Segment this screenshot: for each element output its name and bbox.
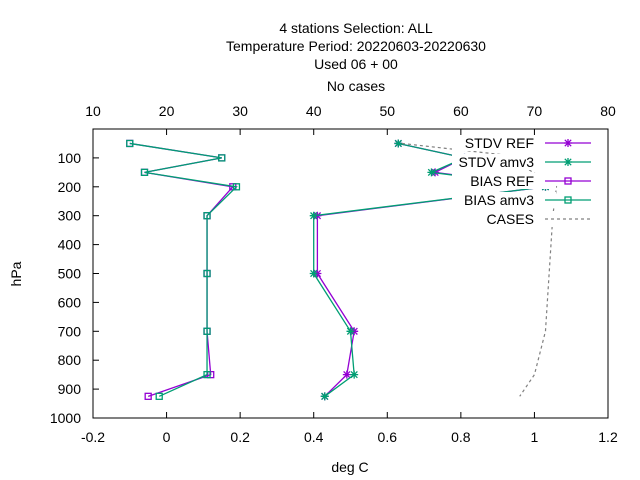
x-tick-label: 1.2 (598, 429, 618, 445)
legend-label: CASES (487, 211, 534, 227)
data-point (203, 269, 211, 278)
data-point (218, 154, 226, 162)
y-axis: 100 200 300 400 500 600 700 800 900 1000 (50, 150, 99, 426)
legend: STDV REF STDV amv3 BIAS REF BIAS amv3 CASES (452, 135, 591, 227)
x-tick-label: 1 (531, 429, 539, 445)
data-point (207, 370, 215, 379)
x-axis-bottom: -0.2 0 0.2 0.4 0.6 0.8 1 1.2 (81, 412, 618, 445)
y-tick-label: 100 (58, 150, 82, 166)
x-tick-label: 0 (163, 429, 171, 445)
series-bias-amv3 (126, 139, 241, 400)
y-tick-label: 400 (58, 237, 82, 253)
data-point (203, 327, 211, 335)
legend-marker (564, 196, 572, 204)
legend-marker (564, 177, 572, 185)
x2-tick-label: 10 (85, 103, 101, 119)
legend-item: CASES (452, 211, 591, 227)
series-line (129, 142, 238, 397)
legend-item: BIAS REF (452, 173, 591, 189)
x-axis-top: 10 20 30 40 50 60 70 80 (85, 103, 616, 135)
data-point (427, 168, 436, 177)
legend-label-bg (452, 154, 556, 170)
title-line-2: Temperature Period: 20220603-20220630 (226, 38, 486, 54)
data-point (203, 370, 211, 379)
legend-label: STDV amv3 (459, 154, 535, 170)
y-axis-label: hPa (8, 261, 24, 286)
data-point (140, 168, 149, 177)
series-cases (401, 142, 558, 397)
data-point (342, 370, 351, 379)
legend-label: BIAS amv3 (464, 192, 534, 208)
y-tick-label: 800 (58, 352, 82, 368)
series-line (401, 142, 558, 397)
data-point (203, 212, 211, 220)
chart-title: 4 stations Selection: ALL Temperature Pe… (226, 20, 486, 94)
x2-tick-label: 70 (527, 103, 543, 119)
y-tick-label: 900 (58, 381, 82, 397)
x-tick-label: 0.4 (304, 429, 324, 445)
data-point (346, 327, 355, 336)
x-tick-label: 0.8 (451, 429, 471, 445)
y-tick-label: 500 (58, 266, 82, 282)
legend-item: STDV amv3 (452, 154, 591, 170)
series-bias-ref (126, 139, 237, 400)
legend-item: STDV REF (452, 135, 591, 151)
x2-tick-label: 30 (232, 103, 248, 119)
x-tick-label: 0.2 (230, 429, 250, 445)
legend-label-bg (452, 135, 556, 151)
data-point (144, 392, 152, 400)
legend-label-bg (452, 211, 556, 227)
y-tick-label: 1000 (50, 410, 81, 426)
data-point (350, 370, 359, 379)
data-point (309, 211, 318, 220)
data-point (320, 392, 329, 401)
data-point (394, 139, 403, 148)
x2-tick-label: 40 (306, 103, 322, 119)
data-point (126, 139, 134, 148)
data-point (309, 269, 318, 278)
legend-marker (564, 158, 572, 166)
x2-tick-label: 80 (600, 103, 616, 119)
x-tick-label: 0.6 (378, 429, 398, 445)
series-line (129, 142, 235, 397)
legend-label: BIAS REF (470, 173, 534, 189)
x-axis-label: deg C (331, 459, 368, 475)
x2-tick-label: 20 (159, 103, 175, 119)
y-tick-label: 600 (58, 294, 82, 310)
x2-tick-label: 50 (379, 103, 395, 119)
y-tick-label: 300 (58, 208, 82, 224)
legend-label-bg (452, 173, 556, 189)
title-line-1: 4 stations Selection: ALL (279, 20, 433, 36)
x-tick-label: -0.2 (81, 429, 105, 445)
title-line-4: No cases (327, 78, 385, 94)
legend-label-bg (452, 192, 556, 208)
title-line-3: Used 06 + 00 (314, 56, 398, 72)
data-point (232, 183, 241, 191)
legend-marker (564, 139, 572, 147)
x2-tick-label: 60 (453, 103, 469, 119)
data-point (155, 392, 163, 400)
y-tick-label: 200 (58, 179, 82, 195)
legend-label: STDV REF (465, 135, 534, 151)
y-tick-label: 700 (58, 323, 82, 339)
legend-item: BIAS amv3 (452, 192, 591, 208)
